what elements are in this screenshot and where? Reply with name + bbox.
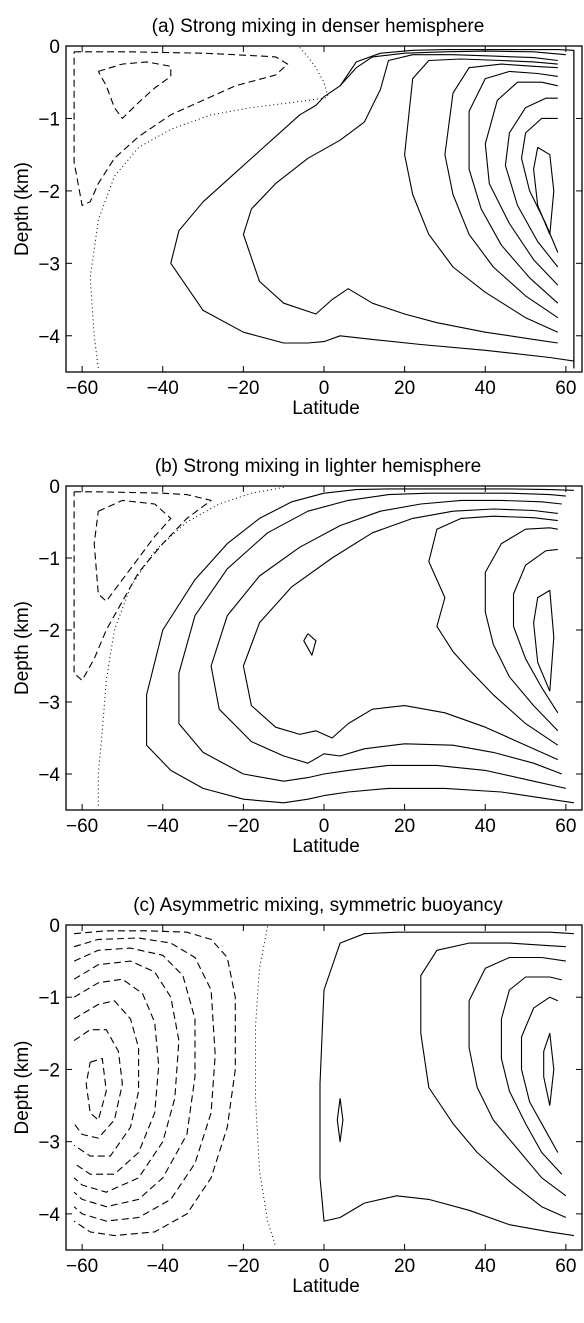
y-axis-label: Depth (km) bbox=[12, 601, 33, 695]
positive-contour bbox=[484, 81, 559, 286]
negative-contour bbox=[93, 499, 172, 602]
positive-contour bbox=[404, 58, 559, 333]
x-tick-label: 40 bbox=[475, 816, 496, 837]
positive-contour bbox=[210, 499, 562, 775]
x-tick-label: 0 bbox=[319, 816, 330, 837]
x-tick-label: −40 bbox=[147, 1256, 179, 1277]
x-tick-label: −40 bbox=[147, 816, 179, 837]
negative-contour bbox=[97, 61, 172, 119]
y-axis-label: Depth (km) bbox=[12, 1041, 33, 1135]
positive-contour bbox=[468, 70, 559, 304]
negative-contour bbox=[85, 1058, 107, 1121]
x-tick-label: −20 bbox=[227, 378, 259, 399]
panel-a: (a) Strong mixing in denser hemisphere −6… bbox=[12, 16, 583, 419]
zero-contour bbox=[89, 47, 329, 369]
positive-contour bbox=[444, 63, 559, 319]
x-tick-label: 0 bbox=[319, 1256, 330, 1277]
x-tick-label: −60 bbox=[66, 1256, 98, 1277]
y-tick-label: −1 bbox=[38, 988, 60, 1009]
positive-contour bbox=[170, 50, 574, 362]
panel-title: (c) Asymmetric mixing, symmetric buoyanc… bbox=[133, 895, 503, 916]
negative-contour bbox=[73, 978, 160, 1175]
y-tick-label: −1 bbox=[38, 549, 60, 570]
positive-contour bbox=[178, 492, 567, 789]
x-tick-label: 60 bbox=[555, 816, 576, 837]
y-tick-label: −2 bbox=[38, 621, 60, 642]
panel-title: (b) Strong mixing in lighter hemisphere bbox=[155, 456, 481, 477]
positive-contour bbox=[319, 931, 574, 1237]
positive-contour bbox=[303, 633, 317, 656]
x-tick-label: 20 bbox=[394, 378, 415, 399]
y-tick-label: −4 bbox=[38, 1205, 60, 1226]
zero-contour bbox=[255, 926, 277, 1247]
x-tick-label: −60 bbox=[66, 816, 98, 837]
contour-lines bbox=[73, 47, 575, 369]
negative-contour bbox=[73, 937, 216, 1222]
panel-b: (b) Strong mixing in lighter hemisphere −… bbox=[12, 456, 583, 857]
zero-contour bbox=[97, 486, 284, 807]
x-tick-label: 60 bbox=[555, 378, 576, 399]
positive-contour bbox=[533, 589, 555, 692]
x-tick-label: 0 bbox=[319, 378, 330, 399]
positive-contour bbox=[520, 117, 559, 253]
y-tick-label: 0 bbox=[49, 477, 60, 498]
panel-c: (c) Asymmetric mixing, symmetric buoyanc… bbox=[12, 895, 583, 1297]
x-tick-label: 20 bbox=[394, 816, 415, 837]
positive-contour bbox=[420, 942, 567, 1219]
x-tick-label: 40 bbox=[475, 378, 496, 399]
x-tick-label: −20 bbox=[227, 1256, 259, 1277]
y-tick-label: −3 bbox=[38, 1133, 60, 1154]
negative-contour bbox=[73, 960, 180, 1193]
x-tick-label: −20 bbox=[227, 816, 259, 837]
contour-lines bbox=[73, 486, 574, 807]
y-tick-label: −3 bbox=[38, 254, 60, 275]
axes-frame bbox=[65, 45, 583, 373]
positive-contour bbox=[242, 508, 559, 761]
y-tick-label: −2 bbox=[38, 1060, 60, 1081]
x-tick-label: 60 bbox=[555, 1256, 576, 1277]
y-tick-label: −1 bbox=[38, 109, 60, 130]
negative-contour bbox=[73, 947, 196, 1208]
panel-title: (a) Strong mixing in denser hemisphere bbox=[152, 16, 485, 37]
negative-contour bbox=[73, 1000, 140, 1157]
contour-lines bbox=[73, 926, 574, 1247]
positive-contour bbox=[533, 146, 555, 235]
y-tick-label: −4 bbox=[38, 327, 60, 348]
positive-contour bbox=[520, 996, 559, 1153]
positive-contour bbox=[504, 97, 559, 268]
y-axis-label: Depth (km) bbox=[12, 162, 33, 256]
x-axis-label: Latitude bbox=[292, 398, 360, 419]
axes-frame bbox=[65, 924, 583, 1251]
negative-contour bbox=[73, 930, 236, 1237]
positive-contour bbox=[512, 548, 559, 714]
x-axis-label: Latitude bbox=[292, 836, 360, 857]
y-tick-label: 0 bbox=[49, 916, 60, 937]
y-tick-label: −2 bbox=[38, 182, 60, 203]
x-tick-label: 20 bbox=[394, 1256, 415, 1277]
positive-contour bbox=[336, 1098, 344, 1143]
positive-contour bbox=[500, 976, 563, 1175]
negative-contour bbox=[73, 51, 289, 206]
positive-contour bbox=[468, 956, 567, 1197]
x-tick-label: −60 bbox=[66, 378, 98, 399]
x-tick-label: 40 bbox=[475, 1256, 496, 1277]
x-tick-label: −40 bbox=[147, 378, 179, 399]
y-tick-label: 0 bbox=[49, 37, 60, 58]
negative-contour bbox=[73, 1029, 123, 1139]
x-axis-label: Latitude bbox=[292, 1276, 360, 1297]
y-tick-label: −3 bbox=[38, 693, 60, 714]
positive-contour bbox=[146, 488, 574, 804]
positive-contour bbox=[484, 527, 559, 732]
y-tick-label: −4 bbox=[38, 765, 60, 786]
positive-contour bbox=[242, 54, 558, 344]
positive-contour bbox=[543, 1032, 555, 1106]
positive-contour bbox=[428, 515, 559, 746]
